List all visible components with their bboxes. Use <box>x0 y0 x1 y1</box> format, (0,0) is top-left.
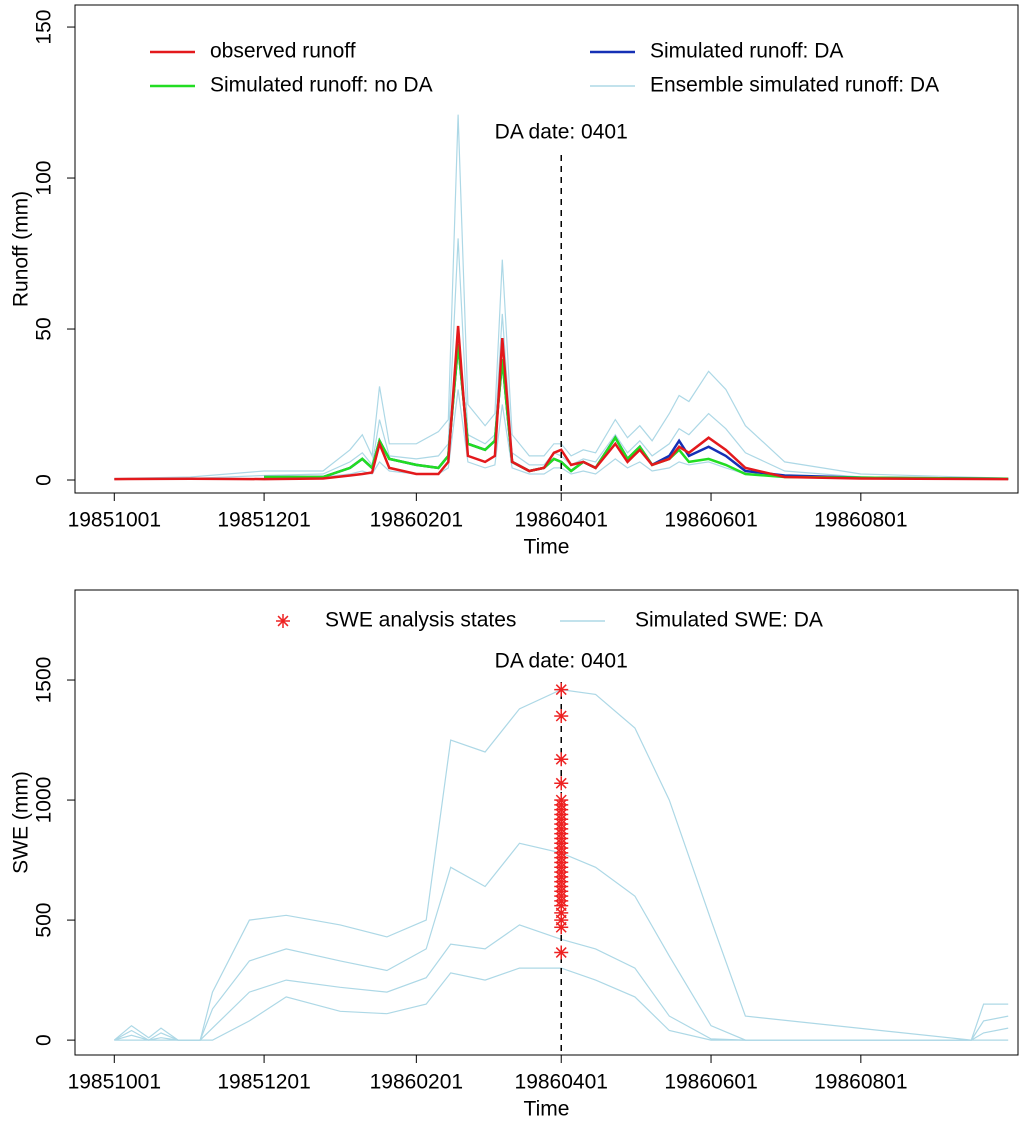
analysis-state-marker <box>554 682 569 697</box>
da-date-label: DA date: 0401 <box>495 650 628 673</box>
ensemble-line <box>114 967 1009 1041</box>
ensemble-line <box>114 842 1009 1041</box>
x-tick-label: 19851201 <box>217 1071 310 1094</box>
analysis-state-marker <box>554 752 569 767</box>
x-tick-label: 19860601 <box>664 1071 757 1094</box>
legend-marker <box>276 614 290 628</box>
x-axis-label: Time <box>524 1098 570 1121</box>
y-tick-label: 0 <box>33 474 56 486</box>
y-axis-label: SWE (mm) <box>10 771 33 874</box>
asterisk-stroke <box>555 753 567 765</box>
y-tick-label: 1500 <box>33 657 56 704</box>
analysis-state-marker <box>554 945 569 960</box>
y-tick-label: 1000 <box>33 777 56 824</box>
x-tick-label: 19860601 <box>664 509 757 532</box>
x-tick-label: 19851001 <box>68 509 161 532</box>
analysis-state-marker <box>554 776 569 791</box>
x-tick-label: 19860201 <box>370 509 463 532</box>
asterisk-stroke <box>555 947 567 958</box>
plot-frame <box>74 4 1019 494</box>
asterisk-stroke <box>277 615 289 627</box>
da-date-label: DA date: 0401 <box>495 121 628 144</box>
legend-label: Simulated SWE: DA <box>635 609 823 632</box>
asterisk-stroke <box>555 921 567 933</box>
legend-label: Simulated runoff: DA <box>650 40 843 63</box>
x-tick-label: 19860201 <box>370 1071 463 1094</box>
x-tick-label: 19860801 <box>814 509 907 532</box>
ensemble-line <box>113 688 1009 1041</box>
x-tick-label: 19860401 <box>515 1071 608 1094</box>
plot-frame <box>74 589 1019 1056</box>
asterisk-stroke <box>555 777 567 789</box>
analysis-state-marker <box>554 920 569 935</box>
asterisk-stroke <box>555 684 567 696</box>
legend-label: observed runoff <box>210 40 356 63</box>
series-line <box>114 325 1009 481</box>
legend-label: SWE analysis states <box>325 609 516 632</box>
ensemble-line <box>114 238 1009 480</box>
x-tick-label: 19851201 <box>217 509 310 532</box>
legend-label: Simulated runoff: no DA <box>210 74 433 97</box>
asterisk-stroke <box>555 710 567 722</box>
x-tick-label: 19860401 <box>515 509 608 532</box>
x-tick-label: 19860801 <box>814 1071 907 1094</box>
y-axis-label: Runoff (mm) <box>10 191 33 307</box>
y-tick-label: 100 <box>33 161 56 196</box>
y-tick-label: 0 <box>33 1034 56 1046</box>
y-tick-label: 50 <box>33 317 56 340</box>
y-tick-label: 150 <box>33 10 56 45</box>
legend-label: Ensemble simulated runoff: DA <box>650 74 939 97</box>
series-line <box>264 343 1009 481</box>
x-tick-label: 19851001 <box>68 1071 161 1094</box>
x-axis-label: Time <box>524 536 570 559</box>
ensemble-line <box>114 114 1009 480</box>
y-tick-label: 500 <box>33 903 56 938</box>
analysis-state-marker <box>554 709 569 724</box>
